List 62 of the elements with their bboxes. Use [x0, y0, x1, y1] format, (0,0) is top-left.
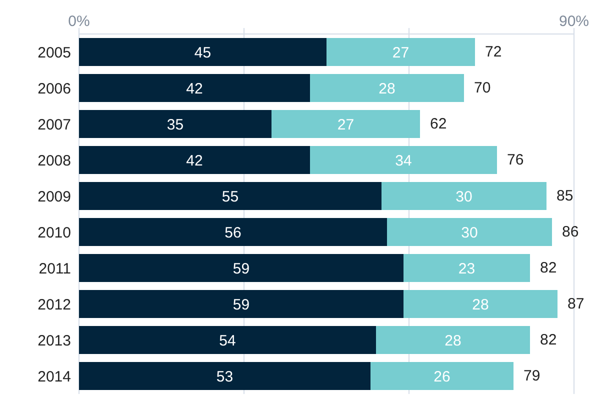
total-label: 70 — [474, 80, 491, 96]
bar — [382, 182, 546, 210]
total-label: 85 — [556, 188, 574, 204]
data-label: 45 — [194, 44, 212, 62]
bar — [79, 254, 404, 282]
data-label: 30 — [461, 224, 478, 242]
bar — [79, 362, 370, 390]
data-label: 59 — [232, 260, 250, 278]
data-label: 26 — [434, 368, 450, 386]
total-label: 86 — [562, 224, 579, 240]
y-tick-label: 2006 — [38, 80, 71, 98]
data-label: 28 — [444, 332, 462, 350]
y-tick-label: 2009 — [38, 188, 71, 206]
data-label: 30 — [456, 188, 472, 206]
total-label: 79 — [524, 368, 540, 384]
bar — [79, 146, 310, 174]
total-label: 82 — [540, 332, 557, 348]
bar — [79, 182, 382, 210]
total-label: 87 — [568, 296, 584, 312]
bar — [370, 362, 514, 390]
bar — [404, 290, 558, 318]
y-tick-label: 2008 — [38, 152, 71, 170]
bar — [79, 290, 404, 318]
total-label: 62 — [430, 116, 447, 132]
total-label: 72 — [485, 44, 502, 60]
y-tick-label: 2010 — [38, 224, 71, 242]
bar — [387, 218, 552, 246]
bar — [79, 326, 376, 354]
x-tick-label: 90% — [558, 13, 590, 30]
data-label: 56 — [224, 224, 242, 242]
bar — [79, 218, 387, 246]
data-label: 55 — [222, 188, 239, 206]
data-label: 27 — [337, 116, 354, 134]
bar — [310, 74, 464, 102]
x-tick-label: 0% — [68, 13, 90, 30]
bar — [310, 146, 497, 174]
data-label: 34 — [395, 152, 412, 170]
bar — [79, 74, 310, 102]
data-label: 54 — [219, 332, 236, 350]
y-tick-label: 2007 — [38, 116, 71, 134]
bar — [79, 110, 272, 138]
data-label: 28 — [378, 80, 396, 98]
y-tick-label: 2005 — [38, 44, 71, 62]
bar — [376, 326, 530, 354]
total-label: 82 — [540, 260, 557, 276]
bar — [404, 254, 530, 282]
data-label: 42 — [186, 152, 203, 170]
data-label: 27 — [392, 44, 410, 62]
y-tick-label: 2012 — [38, 296, 71, 314]
bar — [326, 38, 475, 66]
y-tick-label: 2013 — [38, 332, 71, 350]
y-tick-label: 2014 — [38, 368, 71, 386]
data-label: 42 — [186, 80, 203, 98]
bar — [79, 38, 326, 66]
data-label: 35 — [166, 116, 184, 134]
total-label: 76 — [507, 152, 524, 168]
data-label: 28 — [472, 296, 489, 314]
y-tick-label: 2011 — [38, 260, 71, 278]
bar — [272, 110, 420, 138]
data-label: 53 — [216, 368, 234, 386]
data-label: 59 — [232, 296, 250, 314]
data-label: 23 — [458, 260, 476, 278]
